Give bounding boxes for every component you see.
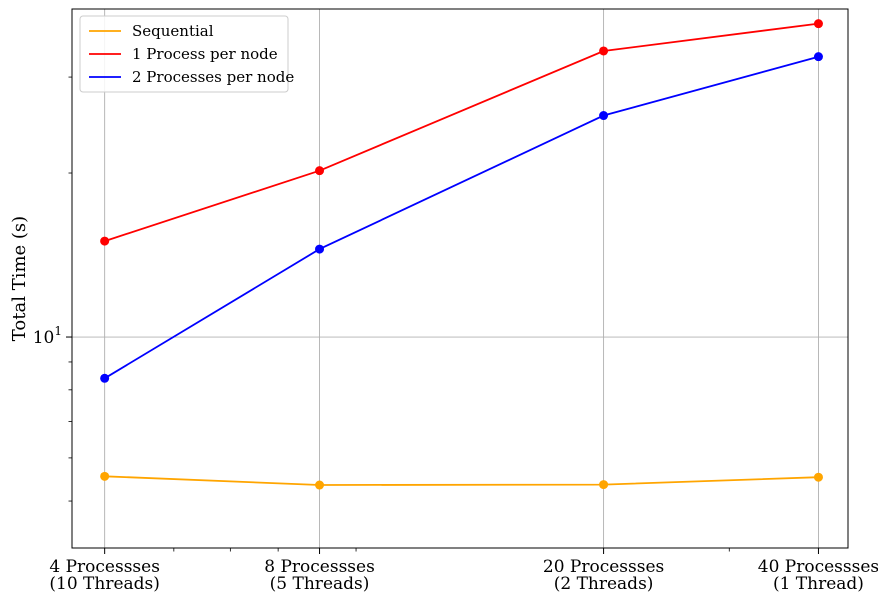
y-tick-label: 101: [33, 324, 62, 348]
x-tick-label: (5 Threads): [270, 574, 370, 594]
x-tick-label: (10 Threads): [49, 574, 160, 594]
series-line: [104, 55, 819, 380]
axes: [66, 8, 849, 554]
legend-label: 2 Processes per node: [132, 68, 294, 86]
data-series: [100, 19, 823, 490]
x-tick-label: (1 Thread): [773, 574, 864, 594]
legend-label: 1 Process per node: [132, 45, 278, 63]
data-point: [599, 46, 609, 56]
data-point: [315, 166, 325, 176]
x-tick-label: (2 Threads): [554, 574, 654, 594]
y-axis-label: Total Time (s): [9, 216, 30, 341]
data-point: [100, 236, 110, 246]
data-point: [813, 472, 823, 482]
plot-frame: [71, 8, 849, 549]
grid-lines: [72, 9, 848, 548]
x-tick-label: 8 Processses: [264, 557, 375, 577]
data-point: [599, 480, 609, 490]
x-tick-label: 4 Processses: [49, 557, 160, 577]
data-point: [315, 480, 325, 490]
data-point: [100, 471, 110, 481]
series-line: [104, 22, 819, 242]
legend: Sequential 1 Process per node 2 Processes …: [79, 15, 294, 93]
data-point: [813, 52, 823, 62]
data-point: [315, 244, 325, 254]
data-point: [100, 373, 110, 383]
x-tick-label: 40 Processses: [758, 557, 878, 577]
data-point: [599, 111, 609, 121]
x-tick-label: 20 Processses: [543, 557, 664, 577]
series-line: [104, 475, 819, 486]
data-point: [813, 19, 823, 29]
legend-box: [79, 15, 289, 93]
legend-label: Sequential: [132, 22, 214, 40]
